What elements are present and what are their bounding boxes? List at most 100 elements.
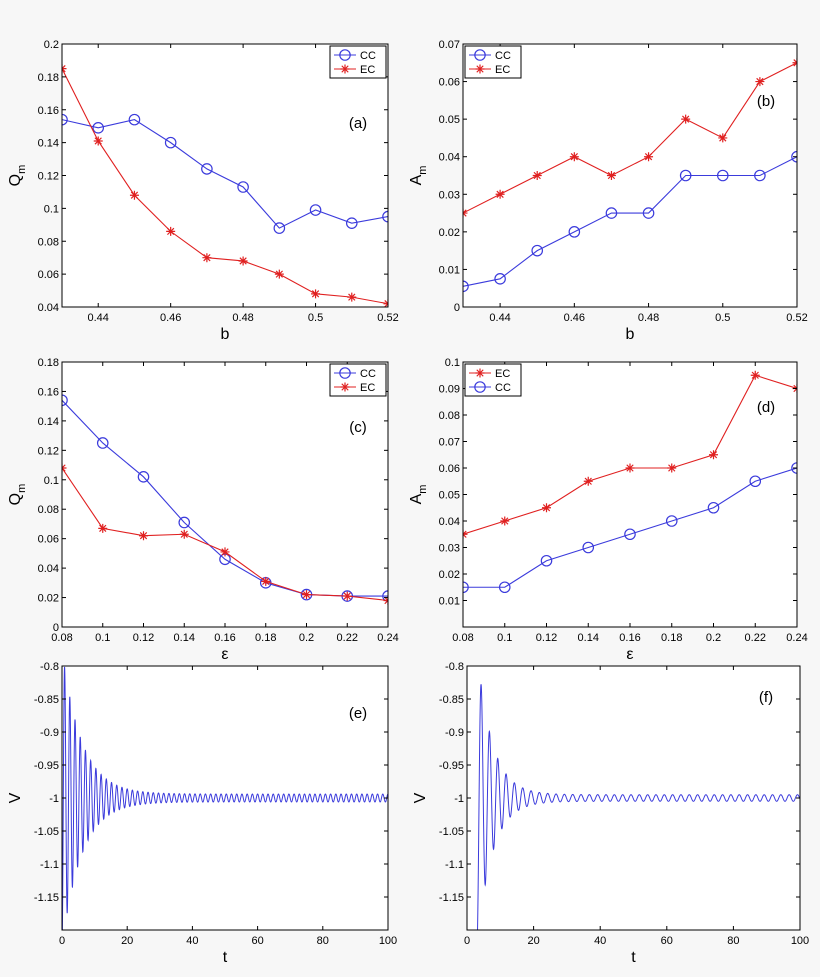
legend-marker-cc <box>474 381 486 393</box>
data-point-cc <box>62 113 68 126</box>
data-point-cc <box>531 244 544 257</box>
data-point-cc <box>665 515 678 527</box>
x-tick-label: 0.16 <box>619 632 640 644</box>
x-tick-label: 0.18 <box>255 632 276 644</box>
x-axis-label: b <box>221 326 230 343</box>
data-point-ec <box>750 370 760 380</box>
data-point-cc <box>463 581 469 594</box>
x-tick-label: 0.18 <box>661 632 682 644</box>
x-tick-label: 0.5 <box>308 312 323 324</box>
y-axis-label: V <box>7 792 24 803</box>
data-layer <box>62 666 388 930</box>
x-tick-label: 0.2 <box>299 632 314 644</box>
data-point-cc <box>749 475 762 488</box>
data-point-cc <box>92 122 105 134</box>
y-tick-label: 0 <box>454 302 460 314</box>
data-point-ec <box>347 292 357 302</box>
y-axis-label-main: Q <box>7 493 24 505</box>
data-point-ec <box>532 171 542 180</box>
y-tick-label: -0.95 <box>439 760 464 772</box>
x-tick-label: 100 <box>379 935 397 947</box>
axes-frame <box>462 43 798 308</box>
y-tick-label: 0.02 <box>439 569 460 581</box>
data-point-cc <box>96 437 109 449</box>
x-tick-label: 100 <box>791 935 809 947</box>
y-axis-label-sub: m <box>16 165 28 174</box>
y-tick-label: -0.85 <box>34 694 59 706</box>
y-tick-label: 0.1 <box>44 203 59 215</box>
x-tick-label: 40 <box>594 935 606 947</box>
x-tick-label: 0.52 <box>786 312 807 324</box>
legend-label-cc: CC <box>360 368 376 380</box>
y-tick-label: -0.8 <box>445 661 464 673</box>
data-point-ec <box>179 529 189 539</box>
y-axis-label: Am <box>408 166 429 186</box>
data-point-cc <box>237 181 249 193</box>
y-axis-label-sub: m <box>417 166 429 175</box>
data-point-ec <box>311 289 321 299</box>
signal-line <box>477 684 800 930</box>
data-point-ec <box>755 77 765 87</box>
x-tick-label: 0 <box>464 935 470 947</box>
y-tick-label: 0.05 <box>439 114 460 126</box>
x-tick-label: 0.1 <box>95 632 110 644</box>
x-tick-label: 0.46 <box>160 312 181 324</box>
data-point-cc <box>201 163 213 175</box>
legend-label-ec: EC <box>360 382 375 394</box>
y-tick-label: 0.06 <box>439 77 460 89</box>
y-tick-label: 0.18 <box>38 72 59 84</box>
legend-label-cc: CC <box>495 382 511 394</box>
x-axis-label: ε <box>221 646 228 663</box>
y-tick-label: 0.16 <box>38 105 59 117</box>
plot-area <box>62 362 388 627</box>
y-tick-label: 0.08 <box>38 504 59 516</box>
y-tick-label: -0.85 <box>439 694 464 706</box>
x-tick-label: 0.12 <box>536 632 557 644</box>
y-axis-label-main: A <box>408 493 425 504</box>
data-point-ec <box>667 463 677 473</box>
x-tick-label: 0.24 <box>786 632 807 644</box>
data-point-ec <box>342 591 352 601</box>
x-tick-label: 0.16 <box>214 632 235 644</box>
data-point-ec <box>238 256 248 266</box>
data-point-ec <box>542 503 551 513</box>
data-point-ec <box>202 253 212 263</box>
y-tick-label: 0.05 <box>439 490 460 502</box>
y-tick-label: -1.05 <box>439 826 464 838</box>
y-tick-label: 0.14 <box>38 138 59 150</box>
y-tick-label: 0.08 <box>439 410 460 422</box>
y-tick-label: 0.01 <box>439 596 460 608</box>
data-point-ec <box>139 531 148 541</box>
signal-line <box>62 666 388 930</box>
y-tick-label: 0.06 <box>38 269 59 281</box>
data-point-cc <box>463 280 469 293</box>
x-tick-label: 0.22 <box>337 632 358 644</box>
x-tick-label: 0.46 <box>564 312 585 324</box>
panel-a: 0.44 0.46 0.48 0.5 0.52 0.04 0.06 0.08 0.1 0.12 0.… <box>7 39 399 343</box>
y-tick-label: 0.03 <box>439 543 460 555</box>
data-point-ec <box>274 269 284 279</box>
data-point-ec <box>718 133 728 143</box>
data-point-cc <box>568 226 581 238</box>
x-tick-label: 0.1 <box>497 632 512 644</box>
legend-marker-ec <box>340 64 350 74</box>
data-layer <box>477 684 800 930</box>
legend-marker-ec <box>340 382 350 392</box>
x-tick-label: 0.14 <box>174 632 195 644</box>
data-layer <box>463 370 797 594</box>
x-tick-label: 0.5 <box>715 312 730 324</box>
x-tick-label: 80 <box>317 935 329 947</box>
panel-label: (d) <box>757 399 775 416</box>
legend: CC EC <box>464 45 522 79</box>
legend-marker-cc <box>339 367 351 379</box>
data-point-ec <box>681 114 691 124</box>
y-tick-label: 0.04 <box>439 152 460 164</box>
y-tick-label: 0.16 <box>38 386 59 398</box>
y-tick-label: -1 <box>49 793 59 805</box>
legend-marker-cc <box>339 49 351 61</box>
x-tick-label: 60 <box>251 935 263 947</box>
y-tick-label: 0.04 <box>38 302 59 314</box>
y-tick-label: -1.1 <box>445 859 464 871</box>
data-point-ec <box>644 152 654 162</box>
data-layer <box>62 394 388 605</box>
